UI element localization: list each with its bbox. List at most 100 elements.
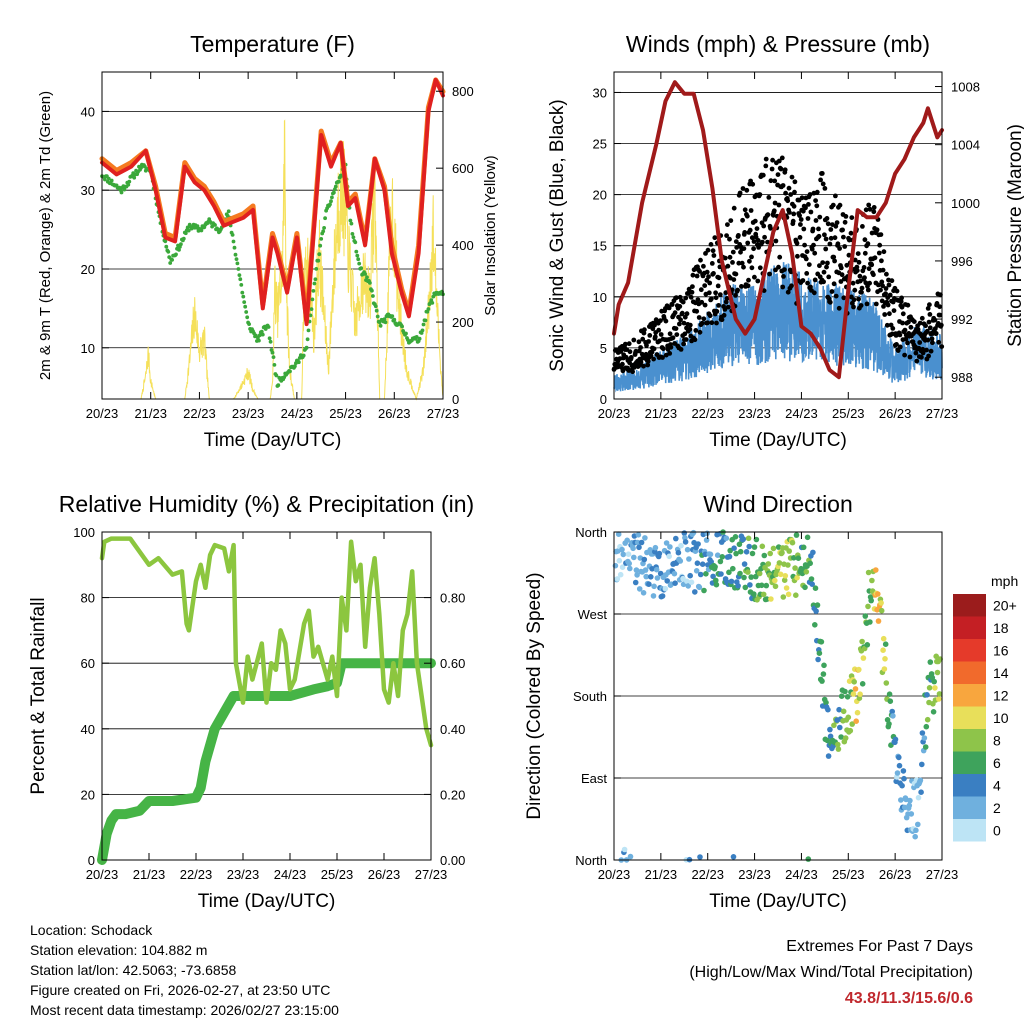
y-tick-label: 80 [81,591,95,606]
gust-point [817,263,822,269]
gust-point [707,280,713,286]
gust-point [797,213,802,219]
gust-point [813,198,818,204]
direction-point [919,730,926,736]
dewpoint-point [177,248,181,252]
direction-point [880,635,887,642]
gust-point [828,227,834,232]
direction-point [804,534,811,541]
gust-point [879,279,885,285]
direction-point [785,591,792,598]
direction-point [792,565,798,571]
gust-point [731,205,737,211]
gust-point [776,158,782,164]
y-tick-label-right: 0.20 [440,787,465,802]
gust-point [811,242,816,248]
gust-point [835,241,841,247]
x-tick-label: 23/23 [738,406,771,421]
direction-point [614,576,621,582]
direction-point [853,718,859,724]
colorbar-swatch [953,616,986,639]
direction-point [662,585,669,592]
direction-point [869,577,875,584]
gust-point [620,368,626,374]
direction-point [882,641,889,647]
station-location: Location: Schodack [30,922,153,938]
direction-point [737,548,744,555]
gust-point [781,274,786,279]
direction-point [824,737,831,744]
gust-point [821,269,827,275]
direction-point [713,581,720,588]
x-tick-label: 21/23 [134,406,167,421]
direction-point [745,535,752,542]
gust-point [651,346,657,352]
direction-point [819,678,825,684]
gust-point [785,198,791,204]
y-tick-label: 25 [593,137,607,152]
dewpoint-point [420,328,425,333]
direction-point [697,854,703,860]
x-tick-label: 23/23 [738,867,771,882]
dewpoint-point [126,182,131,187]
gust-point [894,288,900,294]
direction-point [692,589,698,595]
gust-point [724,296,730,301]
dewpoint-point [357,261,362,266]
gust-point [725,263,731,269]
dewpoint-point [247,322,252,326]
gust-point [900,311,906,317]
direction-point [889,708,895,715]
x-tick-label: 20/23 [598,406,631,421]
direction-point [842,735,849,741]
direction-point [892,736,899,743]
dewpoint-point [257,338,261,343]
gust-point [813,218,819,223]
gust-point [780,284,786,290]
direction-point [813,608,819,614]
gust-point [929,336,935,342]
dewpoint-point [414,335,419,339]
direction-point [816,650,823,656]
gust-point [739,284,744,289]
gust-point [705,320,710,326]
dewpoint-point [235,261,240,266]
gust-point [776,264,781,270]
y-axis-label: 2m & 9m T (Red, Orange) & 2m Td (Green) [37,91,54,380]
gust-point [833,223,839,229]
direction-point [728,578,735,585]
colorbar-label: 8 [993,732,1001,748]
direction-point [854,709,861,716]
direction-point [810,549,816,556]
gust-point [846,252,852,258]
gust-point [756,245,761,250]
direction-point [924,716,931,723]
gust-point [690,272,696,278]
gust-point [683,337,689,342]
gust-point [682,331,688,337]
gust-point [765,212,771,218]
recent-timestamp: Most recent data timestamp: 2026/02/27 2… [30,1002,339,1018]
direction-point [915,821,921,828]
direction-point [712,564,718,570]
series-wind-direction [612,529,943,863]
dewpoint-point [304,345,309,350]
y-tick-label: South [573,689,607,704]
gust-point [820,181,826,187]
colorbar-swatch [953,594,986,617]
gust-point [836,305,842,311]
gust-point [711,271,716,276]
gust-point [927,312,933,317]
dewpoint-point [170,258,175,262]
gust-point [838,279,844,284]
gust-point [895,348,901,353]
gust-point [878,232,884,238]
gust-point [827,299,833,305]
direction-point [896,762,903,769]
direction-point [842,688,848,695]
gust-point [830,202,836,208]
gust-point [897,344,903,350]
gust-point [798,222,803,227]
gust-point [754,226,760,232]
gust-point [859,289,864,295]
